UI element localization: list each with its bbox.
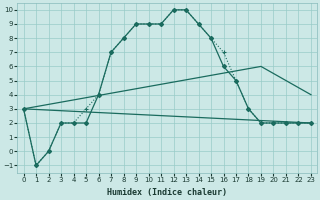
X-axis label: Humidex (Indice chaleur): Humidex (Indice chaleur)	[107, 188, 227, 197]
